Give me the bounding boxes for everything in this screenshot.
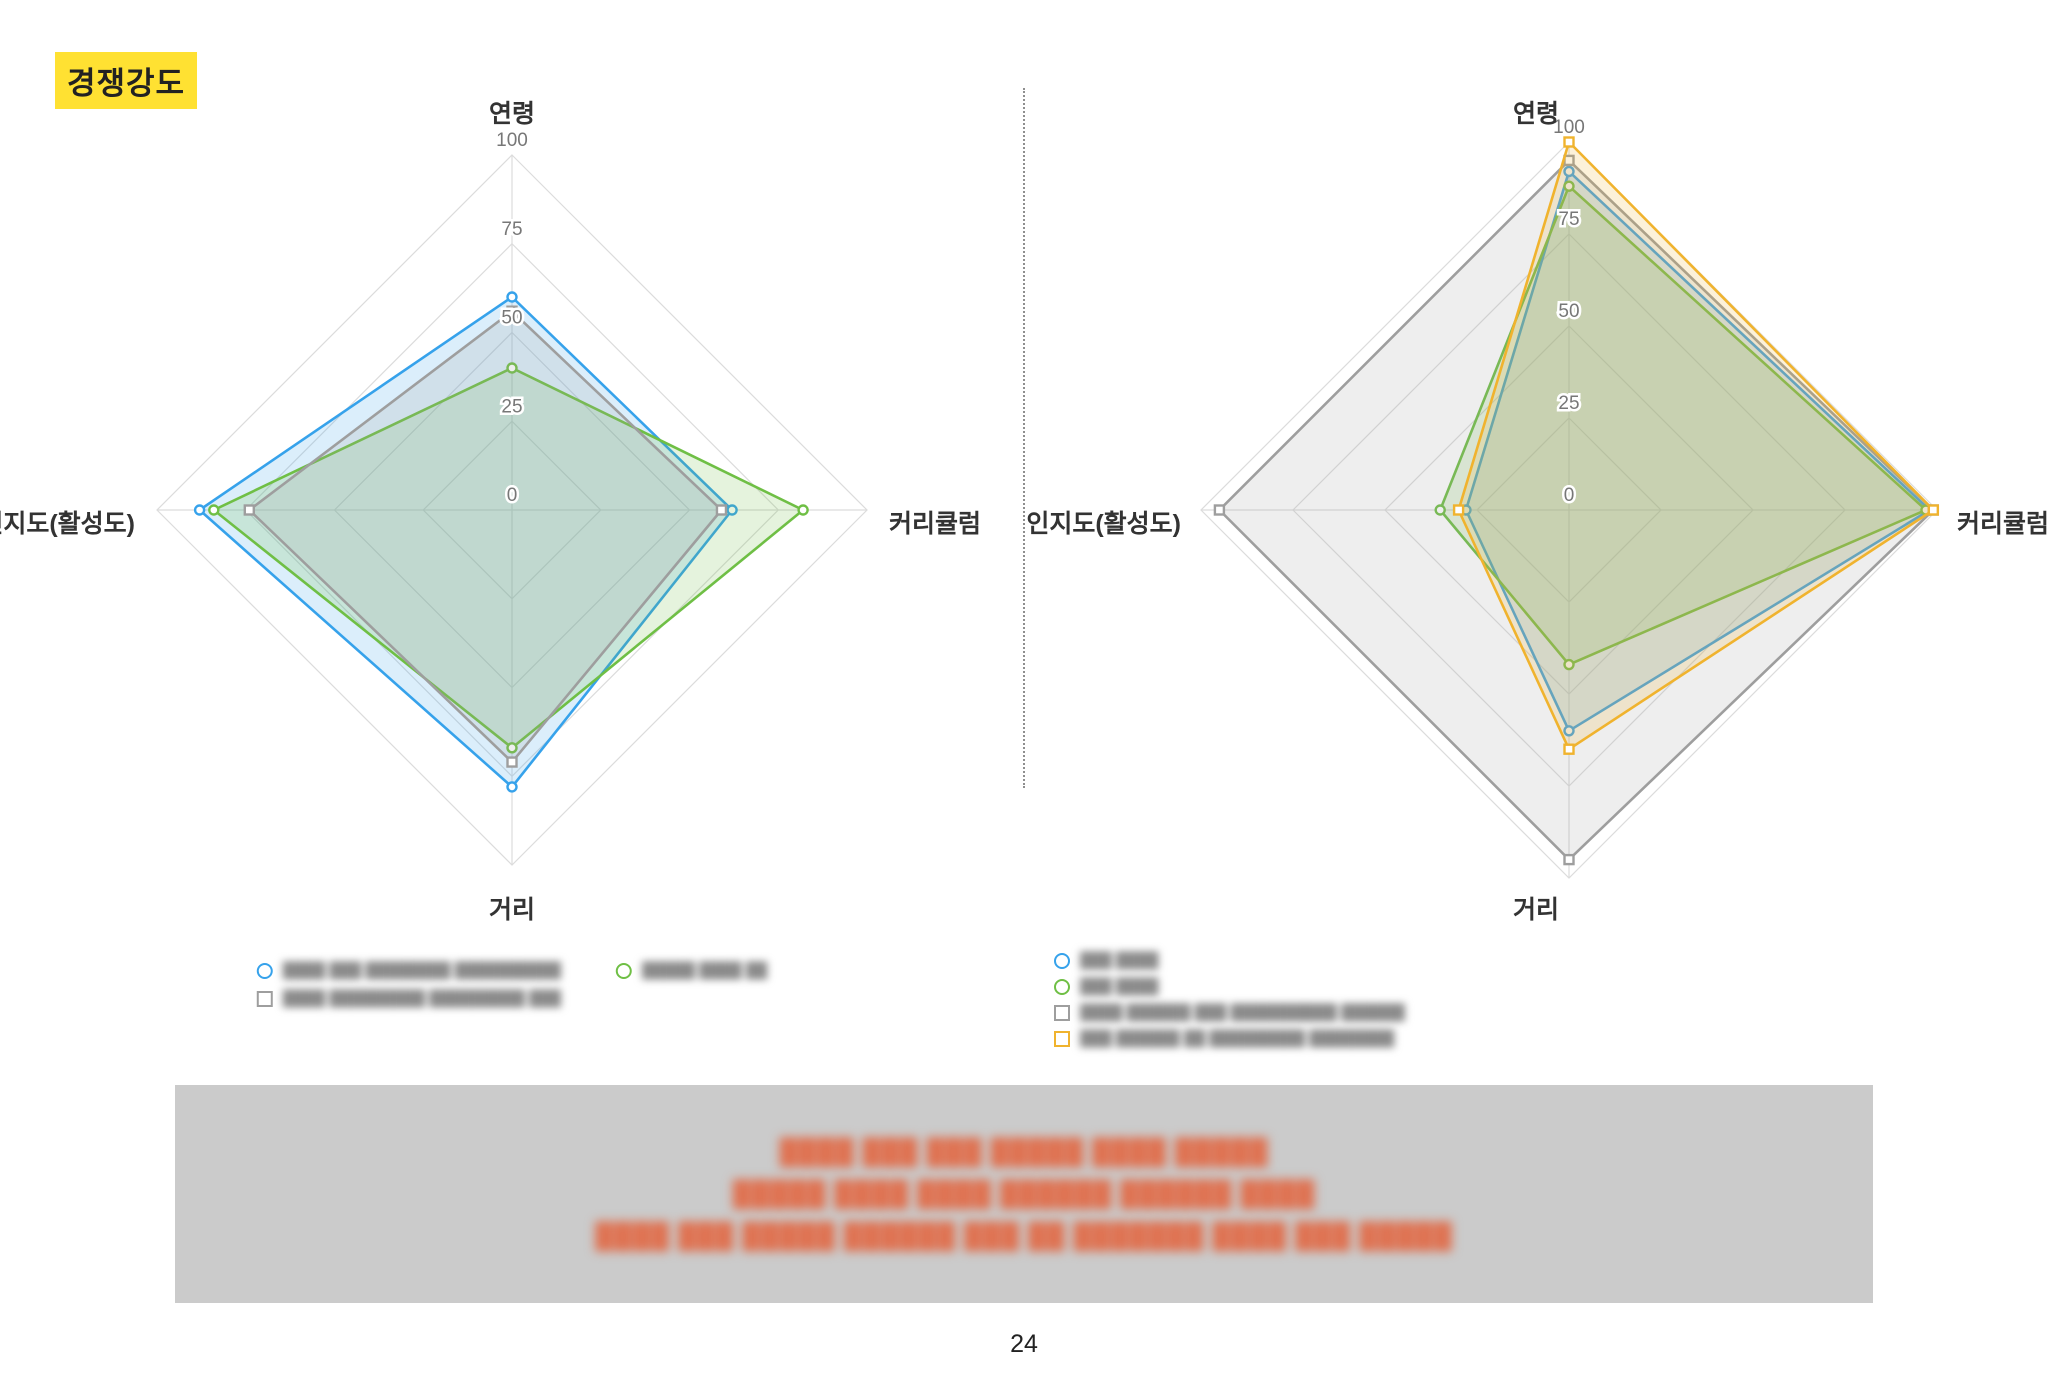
- legend-item: ███ ████: [1054, 978, 1405, 995]
- data-point: [1563, 658, 1575, 671]
- data-point: [797, 504, 809, 516]
- radar-chart-right: 0 25 50 75 100 연령 커리큘럼 거리 인지도(활성도) ███ ████ …: [1024, 10, 2048, 1090]
- data-point: [506, 291, 518, 303]
- legend-row: ████ █████████ █████████ ███: [256, 990, 767, 1007]
- legend-label: ████ ███ ████████ ██████████: [282, 962, 561, 979]
- data-point: [1563, 136, 1575, 148]
- data-point: [1563, 743, 1575, 755]
- legend-marker-square: [1054, 1030, 1070, 1047]
- svg-text:75: 75: [1558, 209, 1579, 230]
- axis-label-curriculum: 커리큘럼: [1957, 510, 2048, 538]
- radar-series-0: [1460, 165, 1936, 737]
- radar-chart-left: 0 25 50 75 100 연령 커리큘럼 거리 인지도(활성도) ████ ███ …: [0, 10, 1024, 1090]
- data-point: [243, 504, 256, 516]
- radar-tick-labels: 0 25 50 75 100: [494, 128, 531, 509]
- svg-text:0: 0: [1564, 485, 1575, 506]
- radar-plot-left: 0 25 50 75 100: [156, 128, 868, 866]
- legend-item: ███ ████: [1054, 952, 1405, 969]
- note-box: ████ ███ ███ █████ ████ █████ █████ ████…: [175, 1085, 1873, 1303]
- svg-text:25: 25: [501, 396, 522, 417]
- svg-text:75: 75: [501, 219, 522, 240]
- svg-text:50: 50: [1558, 301, 1579, 322]
- note-line: █████ ████ ████ ██████ ██████ ████: [732, 1179, 1316, 1208]
- data-point: [506, 362, 518, 374]
- data-point: [1927, 504, 1940, 516]
- data-point: [506, 781, 518, 793]
- svg-text:100: 100: [496, 130, 528, 151]
- data-point: [1452, 504, 1465, 516]
- legend-right: ███ ████ ███ ████ ████ ██████ ███ ██████…: [1054, 952, 1405, 1047]
- axis-label-distance: 거리: [488, 896, 535, 924]
- radar-series-1: [1434, 180, 1932, 671]
- charts-row: 0 25 50 75 100 연령 커리큘럼 거리 인지도(활성도) ████ ███ …: [0, 10, 2048, 1090]
- radar-plot-right: 0 25 50 75 100: [1200, 115, 1940, 879]
- legend-label: ████ ██████ ███ ██████████ ██████: [1080, 1004, 1405, 1021]
- legend-marker-circle: [615, 962, 632, 979]
- title-badge: 경쟁강도: [55, 52, 198, 109]
- legend-item: ████ ██████ ███ ██████████ ██████: [1054, 1004, 1405, 1021]
- data-point: [715, 504, 728, 516]
- axis-label-age: 연령: [488, 100, 535, 128]
- data-point: [1213, 504, 1226, 516]
- legend-item: ████ █████████ █████████ ███: [256, 990, 561, 1007]
- legend-label: ████ █████████ █████████ ███: [282, 990, 561, 1007]
- legend-marker-square: [256, 990, 273, 1007]
- radar-tick-labels: 0 25 50 75 100: [1551, 115, 1588, 509]
- legend-label: █████ ████ ██: [641, 962, 768, 979]
- legend-item: █████ ████ ██: [615, 962, 768, 979]
- axis-label-distance: 거리: [1512, 896, 1559, 924]
- legend-item: ████ ███ ████████ ██████████: [256, 962, 561, 979]
- legend-marker-circle: [256, 962, 273, 979]
- svg-text:25: 25: [1558, 393, 1579, 414]
- legend-left: ████ ███ ████████ ██████████ █████ ████ …: [256, 962, 768, 1007]
- data-point: [506, 305, 518, 317]
- svg-text:0: 0: [507, 485, 518, 506]
- page-number: 24: [1010, 1330, 1038, 1358]
- note-line: ████ ███ █████ ██████ ███ ██ ███████ ███…: [595, 1221, 1453, 1250]
- legend-marker-square: [1054, 1004, 1070, 1021]
- legend-label: ███ ██████ ██ █████████ ████████: [1080, 1030, 1395, 1047]
- data-point: [1563, 725, 1575, 737]
- svg-text:100: 100: [1553, 117, 1585, 138]
- radar-series-3: [1452, 136, 1940, 755]
- data-point: [208, 504, 220, 516]
- legend-marker-circle: [1054, 952, 1070, 969]
- data-point: [1563, 180, 1575, 192]
- radar-grid: [1200, 141, 1938, 879]
- data-point: [1563, 165, 1575, 178]
- data-point: [726, 504, 738, 516]
- legend-label: ███ ████: [1080, 952, 1159, 969]
- note-line: ████ ███ ███ █████ ████ █████: [779, 1137, 1269, 1166]
- svg-text:50: 50: [501, 308, 522, 329]
- data-point: [506, 756, 518, 768]
- divider: [1023, 88, 1025, 788]
- axis-label-awareness: 인지도(활성도): [0, 510, 135, 538]
- data-point: [193, 504, 206, 516]
- legend-item: ███ ██████ ██ █████████ ████████: [1054, 1030, 1405, 1047]
- legend-marker-circle: [1054, 978, 1070, 995]
- radar-series-2: [243, 305, 728, 768]
- data-point: [1434, 504, 1446, 516]
- legend-row: ████ ███ ████████ ██████████ █████ ████ …: [256, 962, 768, 979]
- axis-label-curriculum: 커리큘럼: [889, 510, 982, 538]
- data-point: [506, 742, 518, 754]
- axis-label-awareness: 인지도(활성도): [1026, 510, 1181, 538]
- data-point: [1563, 853, 1575, 866]
- legend-label: ███ ████: [1080, 978, 1159, 995]
- axis-label-age: 연령: [1512, 100, 1559, 128]
